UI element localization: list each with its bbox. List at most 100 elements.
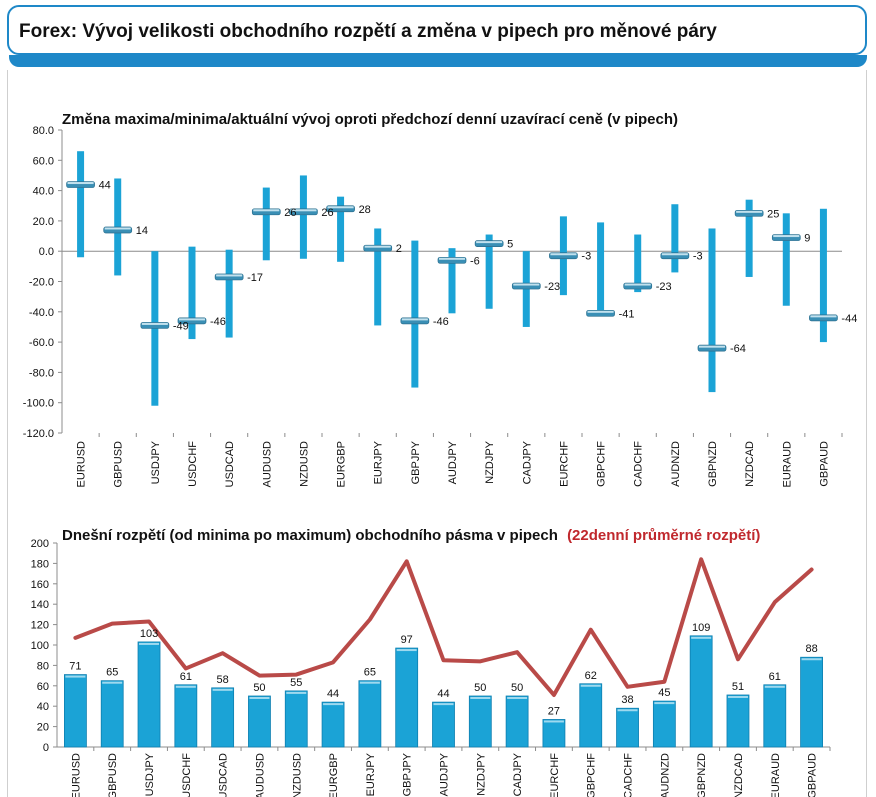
chart-title-main: Dnešní rozpětí (od minima po maximum) ob…: [62, 527, 558, 544]
bar-value-label: 50: [474, 682, 486, 694]
current-value-label: -23: [544, 281, 560, 293]
current-marker: [214, 273, 244, 281]
spread-bar: [321, 701, 345, 748]
current-value-label: -44: [841, 313, 857, 325]
average-range-point: [369, 619, 371, 620]
y-tick-label: -80.0: [29, 367, 54, 379]
bar-value-label: 61: [180, 671, 192, 683]
x-tick-label: GBPUSD: [107, 753, 119, 797]
x-tick-label: GBPAUD: [807, 753, 819, 797]
chart-title-average: (22denní průměrné rozpětí): [567, 527, 760, 544]
current-value-label: -6: [470, 255, 480, 267]
x-tick-label: EURGBP: [328, 753, 340, 797]
bar-highlight: [249, 697, 270, 699]
current-marker: [549, 252, 578, 260]
spread-bar: [137, 641, 161, 748]
range-bar: [411, 240, 419, 388]
bar-value-label: 62: [585, 670, 597, 682]
x-tick-label: USDCHF: [187, 441, 199, 487]
range-bar: [634, 234, 642, 293]
current-marker: [771, 234, 801, 241]
x-tick-label: GBPCHF: [596, 441, 608, 487]
marker-highlight: [364, 245, 391, 248]
bar-value-label: 44: [327, 688, 339, 700]
spread-bar: [395, 647, 419, 748]
x-tick-label: EURJPY: [365, 752, 377, 796]
average-range-point: [185, 667, 187, 669]
x-tick-label: AUDNZD: [659, 753, 671, 797]
average-range-point: [553, 694, 555, 696]
marker-highlight: [550, 253, 577, 256]
average-range-point: [590, 629, 592, 631]
x-tick-label: CADCHF: [623, 753, 635, 797]
current-value-label: 14: [136, 225, 148, 237]
current-value-label: -46: [210, 316, 226, 328]
average-range-point: [406, 560, 408, 562]
current-value-label: 26: [284, 207, 296, 219]
x-tick-label: USDJPY: [144, 752, 156, 796]
current-marker: [400, 317, 430, 325]
range-bar: [485, 234, 493, 309]
bar-highlight: [433, 703, 454, 706]
spread-bar: [763, 684, 787, 748]
y-tick-label: 20: [37, 722, 49, 734]
bar-value-label: 51: [732, 681, 744, 693]
spread-bar: [211, 687, 235, 748]
bar-value-label: 27: [548, 705, 560, 717]
average-range-point: [516, 651, 518, 653]
x-tick-label: NZDUSD: [298, 441, 310, 487]
marker-highlight: [290, 209, 317, 212]
bar-value-label: 65: [364, 667, 376, 679]
x-tick-label: GBPNZD: [707, 441, 719, 487]
average-range-point: [700, 558, 702, 560]
spread-bar: [726, 694, 750, 748]
spread-bar: [64, 674, 87, 748]
current-marker: [474, 240, 504, 247]
current-value-label: 26: [321, 207, 333, 219]
x-tick-label: USDCAD: [218, 753, 230, 797]
y-tick-label: 60: [37, 681, 49, 693]
x-tick-label: USDCAD: [224, 441, 236, 488]
x-tick-label: EURUSD: [76, 441, 88, 488]
spread-bar: [174, 684, 198, 748]
x-tick-label: NZDUSD: [291, 753, 303, 797]
bar-highlight: [654, 702, 675, 705]
x-tick-label: CADJPY: [512, 752, 524, 796]
marker-highlight: [624, 283, 651, 286]
spread-bar: [505, 695, 529, 748]
marker-highlight: [587, 310, 614, 313]
bar-value-label: 44: [437, 688, 449, 700]
bar-highlight: [359, 681, 380, 684]
range-bar: [374, 228, 382, 326]
bar-highlight: [102, 681, 123, 684]
spread-bar: [100, 680, 124, 748]
y-tick-label: 20.0: [33, 216, 54, 228]
current-value-label: -64: [730, 343, 746, 355]
y-tick-label: 160: [31, 579, 49, 591]
marker-highlight: [216, 274, 243, 277]
marker-highlight: [327, 206, 354, 209]
marker-highlight: [476, 241, 503, 244]
y-tick-label: 40: [37, 701, 49, 713]
x-tick-label: CADJPY: [521, 440, 533, 484]
bar-value-label: 97: [401, 634, 413, 646]
y-tick-label: 140: [31, 599, 49, 611]
range-bar: [745, 199, 753, 277]
spread-bar: [542, 719, 566, 748]
range-bar: [671, 204, 679, 273]
current-marker: [437, 256, 467, 264]
range-bar: [188, 246, 196, 340]
range-bar: [782, 213, 790, 306]
bar-highlight: [139, 642, 160, 645]
range-bar: [337, 196, 345, 262]
y-tick-label: 40.0: [33, 186, 54, 198]
bar-value-label: 109: [692, 622, 710, 634]
average-range-point: [663, 681, 665, 683]
current-marker: [586, 309, 615, 317]
spread-bar: [689, 635, 713, 748]
x-tick-label: GBPAUD: [818, 441, 830, 487]
spread-bar: [800, 656, 823, 748]
marker-highlight: [401, 318, 428, 321]
y-tick-label: 100: [31, 640, 49, 652]
x-tick-label: AUDUSD: [254, 753, 266, 797]
